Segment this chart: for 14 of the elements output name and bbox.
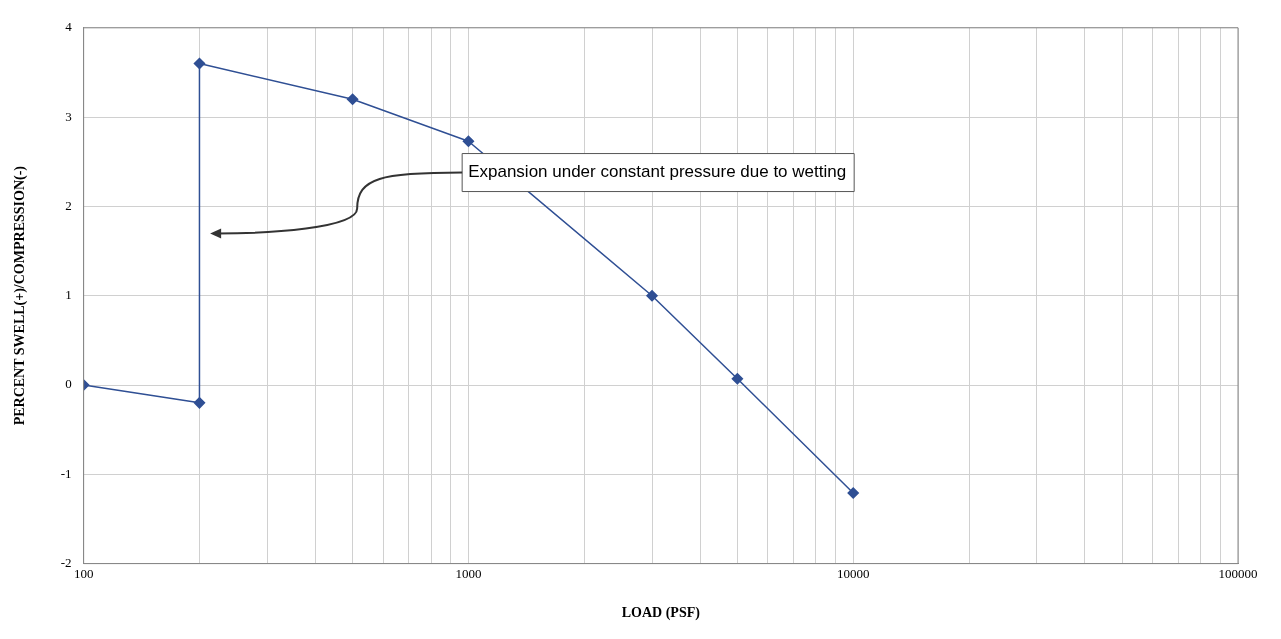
x-axis-title: LOAD (PSF) [621,605,701,622]
y-axis-title: PERCENT SWELL(+)/COMPRESSION(-) [12,165,29,426]
x-tick-label: 10000 [836,565,870,581]
x-tick-label: 100000 [1218,565,1258,581]
annotation: Expansion under constant pressure due to wetting [468,162,847,182]
x-tick-label: 1000 [455,565,482,581]
y-tick-label: 1 [65,287,72,303]
y-tick-label: -2 [60,555,72,571]
y-tick-label: 3 [65,108,72,124]
y-tick-label: 0 [65,376,72,392]
x-tick-label: 100 [73,565,94,581]
y-tick-label: 2 [65,197,72,213]
y-tick-label: 4 [65,19,73,35]
y-tick-label: -1 [60,465,72,481]
